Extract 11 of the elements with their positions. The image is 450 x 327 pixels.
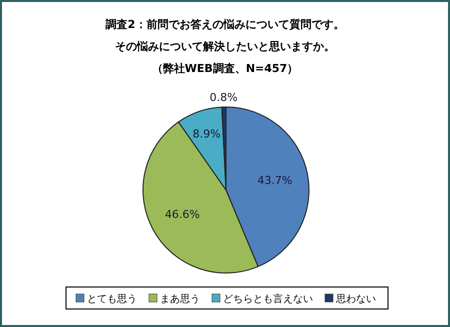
legend-label: まあ思う xyxy=(160,294,200,305)
chart-subtitle: その悩みについて解決したいと思いますか。 xyxy=(115,40,335,53)
data-label: 0.8% xyxy=(210,91,238,104)
data-label: 8.9% xyxy=(192,127,221,140)
legend-label: とても思う xyxy=(87,294,137,305)
data-label: 46.6% xyxy=(164,208,200,221)
chart-title: 調査2：前問でお答えの悩みについて質問です。 xyxy=(106,18,344,31)
data-label: 43.7% xyxy=(257,174,292,188)
legend-label: どちらとも言えない xyxy=(223,293,313,305)
text: （弊社WEB調査、N=457） xyxy=(152,62,298,75)
legend-label: 思わない xyxy=(335,294,376,305)
